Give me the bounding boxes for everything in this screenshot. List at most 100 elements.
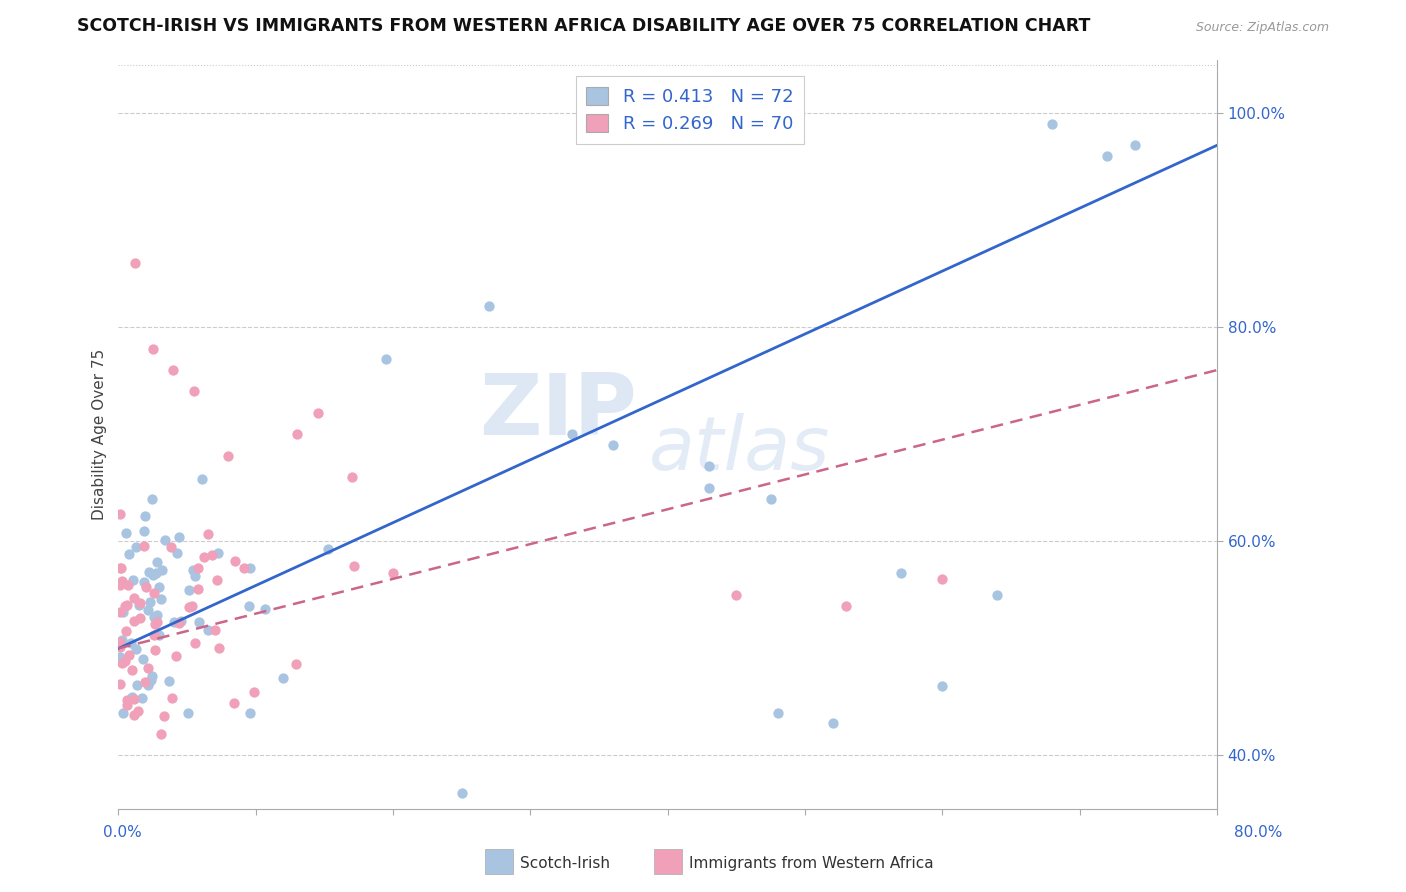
Point [375, 352, 398, 367]
Text: atlas: atlas [648, 413, 830, 485]
Point [127, 705, 149, 719]
Point [725, 588, 748, 602]
Text: 80.0%: 80.0% [1234, 825, 1282, 839]
Point [127, 678, 149, 692]
Point [602, 438, 624, 452]
Point [187, 615, 209, 629]
Point [108, 606, 131, 620]
Point [121, 664, 143, 678]
Text: Immigrants from Western Africa: Immigrants from Western Africa [689, 856, 934, 871]
Point [986, 588, 1008, 602]
Point [890, 566, 912, 581]
Point [187, 561, 209, 575]
Point [136, 678, 159, 692]
Point [108, 507, 131, 521]
Point [108, 635, 131, 649]
Point [766, 706, 789, 720]
Point [187, 582, 209, 597]
Point [115, 526, 138, 541]
Point [117, 693, 139, 707]
Point [238, 599, 260, 613]
Point [121, 690, 143, 705]
Point [340, 470, 363, 484]
Point [561, 427, 583, 442]
Point [138, 565, 160, 579]
Point [254, 601, 277, 615]
Point [142, 628, 165, 642]
Point [124, 540, 146, 554]
Point [184, 636, 207, 650]
Point [128, 599, 150, 613]
Point [169, 616, 191, 631]
Text: ZIP: ZIP [479, 370, 637, 453]
Point [165, 648, 187, 663]
Point [124, 691, 146, 706]
Point [145, 555, 167, 569]
Point [142, 568, 165, 582]
Point [132, 652, 155, 666]
Point [162, 363, 184, 377]
Point [835, 599, 858, 613]
Point [224, 554, 246, 568]
Point [129, 611, 152, 625]
Point [759, 491, 782, 506]
Point [111, 574, 134, 588]
Point [316, 542, 339, 557]
Point [343, 558, 366, 573]
Point [117, 577, 139, 591]
Point [149, 591, 172, 606]
Point [1097, 149, 1119, 163]
Point [135, 580, 157, 594]
Point [146, 615, 169, 629]
Point [129, 596, 152, 610]
Point [153, 533, 176, 547]
Point [150, 563, 173, 577]
Point [138, 675, 160, 690]
Point [167, 530, 190, 544]
Point [139, 595, 162, 609]
Point [122, 615, 145, 629]
Point [118, 648, 141, 663]
Point [222, 696, 245, 710]
Point [217, 449, 239, 463]
Text: SCOTCH-IRISH VS IMMIGRANTS FROM WESTERN AFRICA DISABILITY AGE OVER 75 CORRELATIO: SCOTCH-IRISH VS IMMIGRANTS FROM WESTERN … [77, 17, 1091, 35]
Point [131, 690, 153, 705]
Point [122, 591, 145, 605]
Point [141, 669, 163, 683]
Point [110, 561, 132, 575]
Text: 0.0%: 0.0% [103, 825, 142, 839]
Point [239, 706, 262, 720]
Point [121, 574, 143, 588]
Text: Scotch-Irish: Scotch-Irish [520, 856, 610, 871]
Point [204, 623, 226, 637]
Point [145, 566, 167, 580]
Point [111, 605, 134, 619]
Point [931, 679, 953, 693]
Point [197, 623, 219, 637]
Point [190, 472, 212, 486]
Point [136, 602, 159, 616]
Point [307, 406, 329, 420]
Point [207, 574, 229, 588]
Point [150, 727, 173, 741]
Point [166, 546, 188, 560]
Point [271, 671, 294, 685]
Point [110, 656, 132, 670]
Point [117, 698, 139, 712]
Point [108, 677, 131, 691]
Point [181, 563, 204, 577]
Point [132, 574, 155, 589]
Point [1123, 138, 1146, 153]
Point [382, 566, 405, 581]
Point [115, 598, 138, 612]
Point [450, 786, 472, 800]
Point [134, 675, 156, 690]
Point [143, 643, 166, 657]
Legend: R = 0.413   N = 72, R = 0.269   N = 70: R = 0.413 N = 72, R = 0.269 N = 70 [575, 76, 804, 144]
Point [163, 615, 186, 629]
Point [111, 633, 134, 648]
Point [157, 674, 180, 689]
Point [141, 491, 163, 506]
Point [285, 427, 308, 442]
Point [134, 509, 156, 524]
